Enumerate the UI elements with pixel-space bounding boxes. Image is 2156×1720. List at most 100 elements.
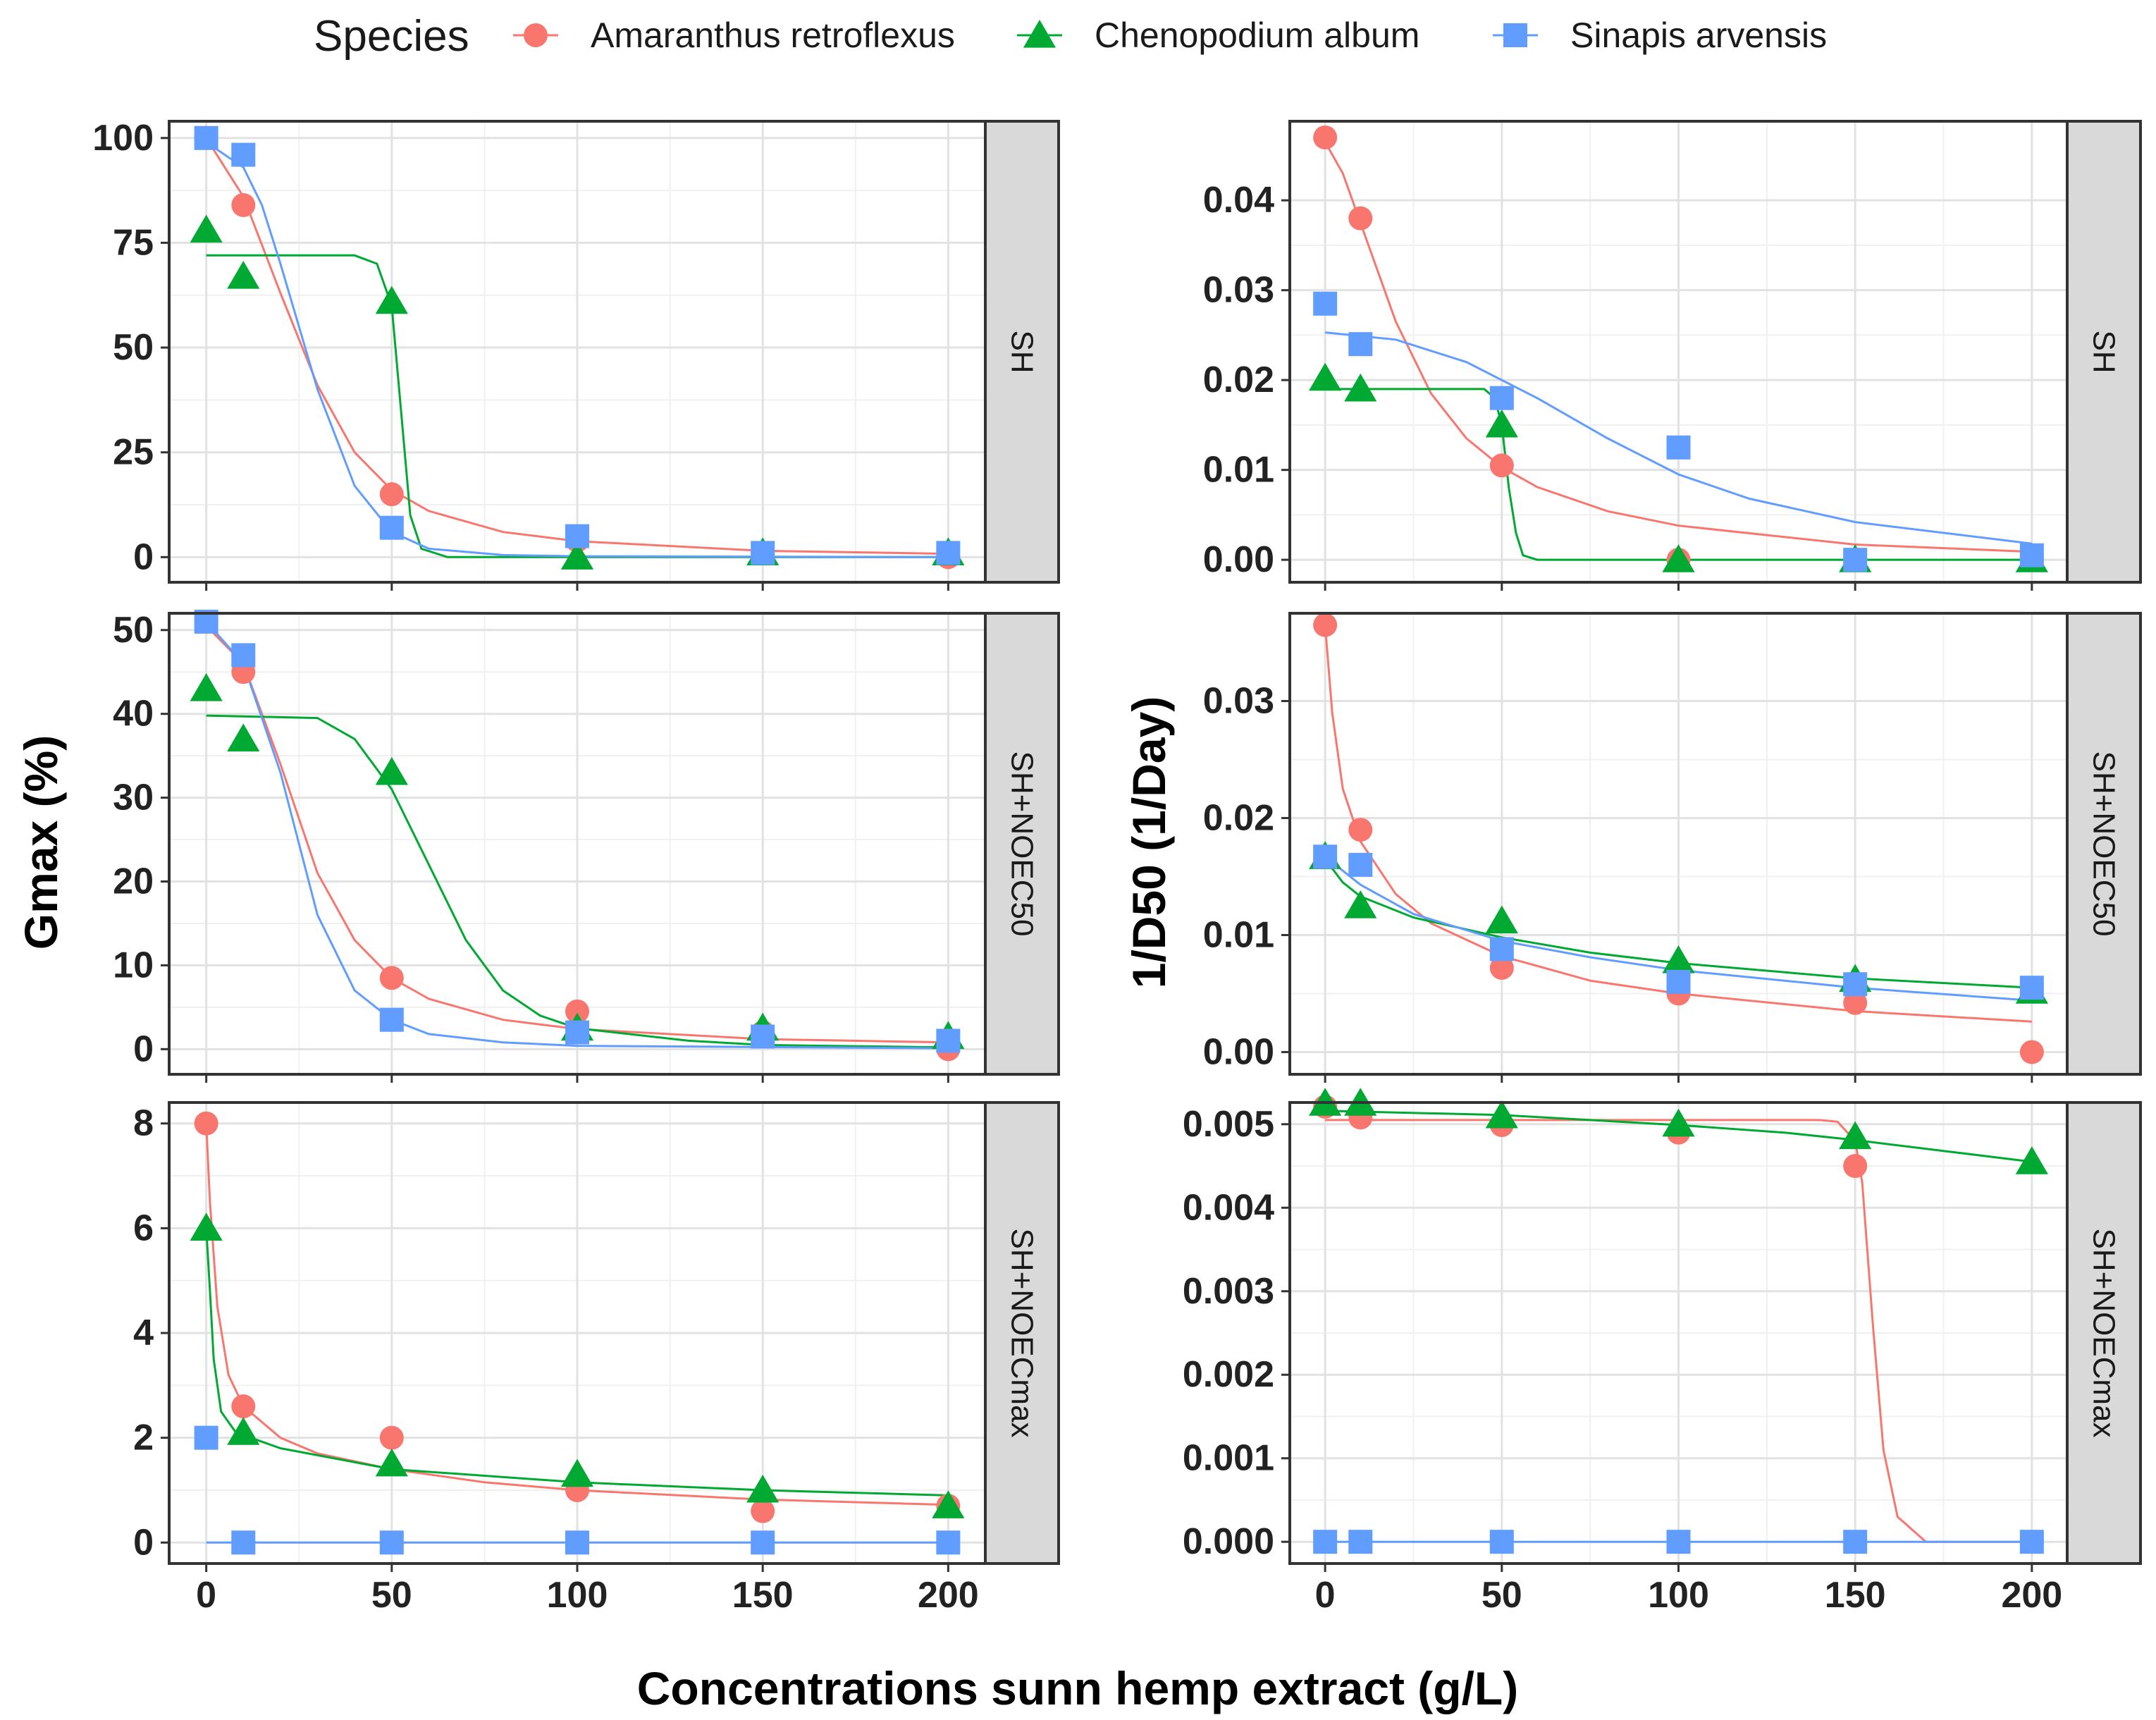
x-tick-label: 0 bbox=[196, 1575, 216, 1616]
data-point bbox=[1489, 955, 1514, 980]
y-tick-label: 2 bbox=[133, 1418, 154, 1458]
data-point bbox=[1489, 1530, 1514, 1554]
data-point bbox=[1843, 972, 1868, 997]
y-tick-label: 75 bbox=[113, 222, 154, 263]
y-tick-label: 20 bbox=[113, 861, 154, 902]
facet-strip bbox=[984, 120, 1060, 584]
data-point bbox=[1309, 362, 1342, 391]
panel-1-1: SH+NOEC50 0.00 0.01 0.02 0.03 bbox=[1203, 612, 2142, 1083]
data-point bbox=[375, 1448, 408, 1477]
data-point bbox=[2019, 1040, 2044, 1064]
y-tick-label: 100 bbox=[92, 118, 154, 159]
data-point bbox=[379, 482, 404, 507]
data-point bbox=[1485, 905, 1518, 934]
data-point bbox=[1348, 1530, 1373, 1554]
data-point bbox=[379, 515, 404, 540]
data-point bbox=[1348, 206, 1373, 231]
y-tick-label: 8 bbox=[133, 1103, 154, 1144]
data-point bbox=[1313, 291, 1338, 316]
data-point bbox=[1662, 945, 1695, 973]
data-point bbox=[565, 999, 589, 1024]
y-tick-label: 50 bbox=[113, 327, 154, 368]
facet-strip-label: SH bbox=[2087, 330, 2121, 373]
data-point bbox=[1313, 613, 1338, 637]
y-tick-label: 6 bbox=[133, 1208, 154, 1248]
data-point bbox=[1489, 453, 1514, 478]
x-tick-label: 50 bbox=[1482, 1575, 1522, 1616]
facet-strip-label: SH bbox=[1005, 330, 1040, 373]
data-point bbox=[1662, 544, 1695, 572]
y-tick-label: 0 bbox=[133, 536, 154, 577]
data-point bbox=[1839, 1121, 1872, 1150]
facet-strip-label: SH+NOEC50 bbox=[1005, 751, 1040, 937]
data-point bbox=[1666, 1530, 1691, 1554]
y-tick-label: 0.00 bbox=[1203, 1031, 1274, 1072]
x-tick-label: 50 bbox=[371, 1575, 412, 1616]
data-point bbox=[194, 125, 218, 150]
data-point bbox=[190, 673, 223, 701]
legend-label: Amaranthus retroflexus bbox=[591, 16, 955, 55]
data-point bbox=[1666, 435, 1691, 460]
data-point bbox=[936, 541, 961, 565]
data-point bbox=[1348, 818, 1373, 842]
data-point bbox=[751, 1530, 775, 1555]
y-tick-label: 0.005 bbox=[1183, 1104, 1274, 1145]
data-point bbox=[379, 966, 404, 990]
data-point bbox=[1313, 125, 1338, 149]
facet-strip-label: SH+NOEC50 bbox=[2087, 751, 2121, 937]
data-point bbox=[227, 260, 260, 289]
x-tick-label: 100 bbox=[1648, 1575, 1709, 1616]
data-point bbox=[379, 1530, 404, 1555]
x-tick-label: 0 bbox=[1315, 1575, 1336, 1616]
y-tick-label: 50 bbox=[113, 610, 154, 651]
data-point bbox=[1344, 373, 1377, 402]
data-point bbox=[231, 142, 256, 167]
fit-curve bbox=[205, 1123, 949, 1506]
facet-strip-label: SH+NOECmax bbox=[2087, 1228, 2121, 1437]
y-tick-label: 0.01 bbox=[1203, 914, 1274, 955]
panel-0-2: SH+NOECmax 0 2 4 6 8 0 50 100 150 200 bbox=[133, 1101, 1060, 1616]
data-point bbox=[1344, 890, 1377, 919]
y-tick-label: 0.04 bbox=[1203, 180, 1274, 221]
y-tick-label: 25 bbox=[113, 432, 154, 473]
data-point bbox=[565, 524, 589, 548]
legend-key-marker bbox=[1503, 23, 1527, 47]
fit-curve bbox=[1324, 331, 2033, 545]
y-tick-label: 0.03 bbox=[1203, 270, 1274, 311]
data-point bbox=[1843, 1154, 1868, 1179]
facet-strip bbox=[984, 1101, 1060, 1565]
data-point bbox=[565, 1020, 589, 1045]
data-point bbox=[231, 1394, 256, 1419]
y-tick-label: 4 bbox=[133, 1313, 154, 1353]
y-tick-label: 0 bbox=[133, 1028, 154, 1069]
data-point bbox=[194, 1111, 218, 1136]
legend: Species Amaranthus retroflexus Chenopodium… bbox=[314, 12, 1827, 61]
y-tick-label: 0.004 bbox=[1183, 1187, 1274, 1228]
fit-curve bbox=[1324, 625, 2032, 1023]
y-axis-title: 1/D50 (1/Day) bbox=[1123, 696, 1175, 989]
panel-0-0: SH 0 25 50 75 100 bbox=[92, 118, 1060, 591]
data-point bbox=[936, 1028, 961, 1053]
legend-key-marker bbox=[1023, 20, 1057, 48]
x-tick-label: 150 bbox=[1825, 1575, 1886, 1616]
y-tick-label: 40 bbox=[113, 694, 154, 735]
legend-label: Sinapis arvensis bbox=[1570, 16, 1827, 55]
data-point bbox=[936, 1530, 961, 1555]
y-tick-label: 10 bbox=[113, 945, 154, 985]
data-point bbox=[2019, 976, 2044, 1000]
data-point bbox=[1843, 548, 1868, 572]
facet-strip bbox=[2066, 1101, 2142, 1565]
x-tick-label: 200 bbox=[918, 1575, 979, 1616]
data-point bbox=[1485, 1100, 1518, 1129]
data-point bbox=[227, 1417, 260, 1445]
x-tick-label: 100 bbox=[547, 1575, 608, 1616]
y-tick-label: 0.03 bbox=[1203, 680, 1274, 721]
data-point bbox=[227, 723, 260, 751]
panel-0-1: SH+NOEC50 0 10 20 30 40 50 bbox=[113, 610, 1060, 1083]
fit-curve bbox=[1325, 388, 2032, 561]
data-point bbox=[1489, 937, 1514, 962]
facet-strip bbox=[984, 612, 1060, 1076]
y-tick-label: 0.000 bbox=[1183, 1521, 1274, 1562]
y-tick-label: 0 bbox=[133, 1522, 154, 1563]
